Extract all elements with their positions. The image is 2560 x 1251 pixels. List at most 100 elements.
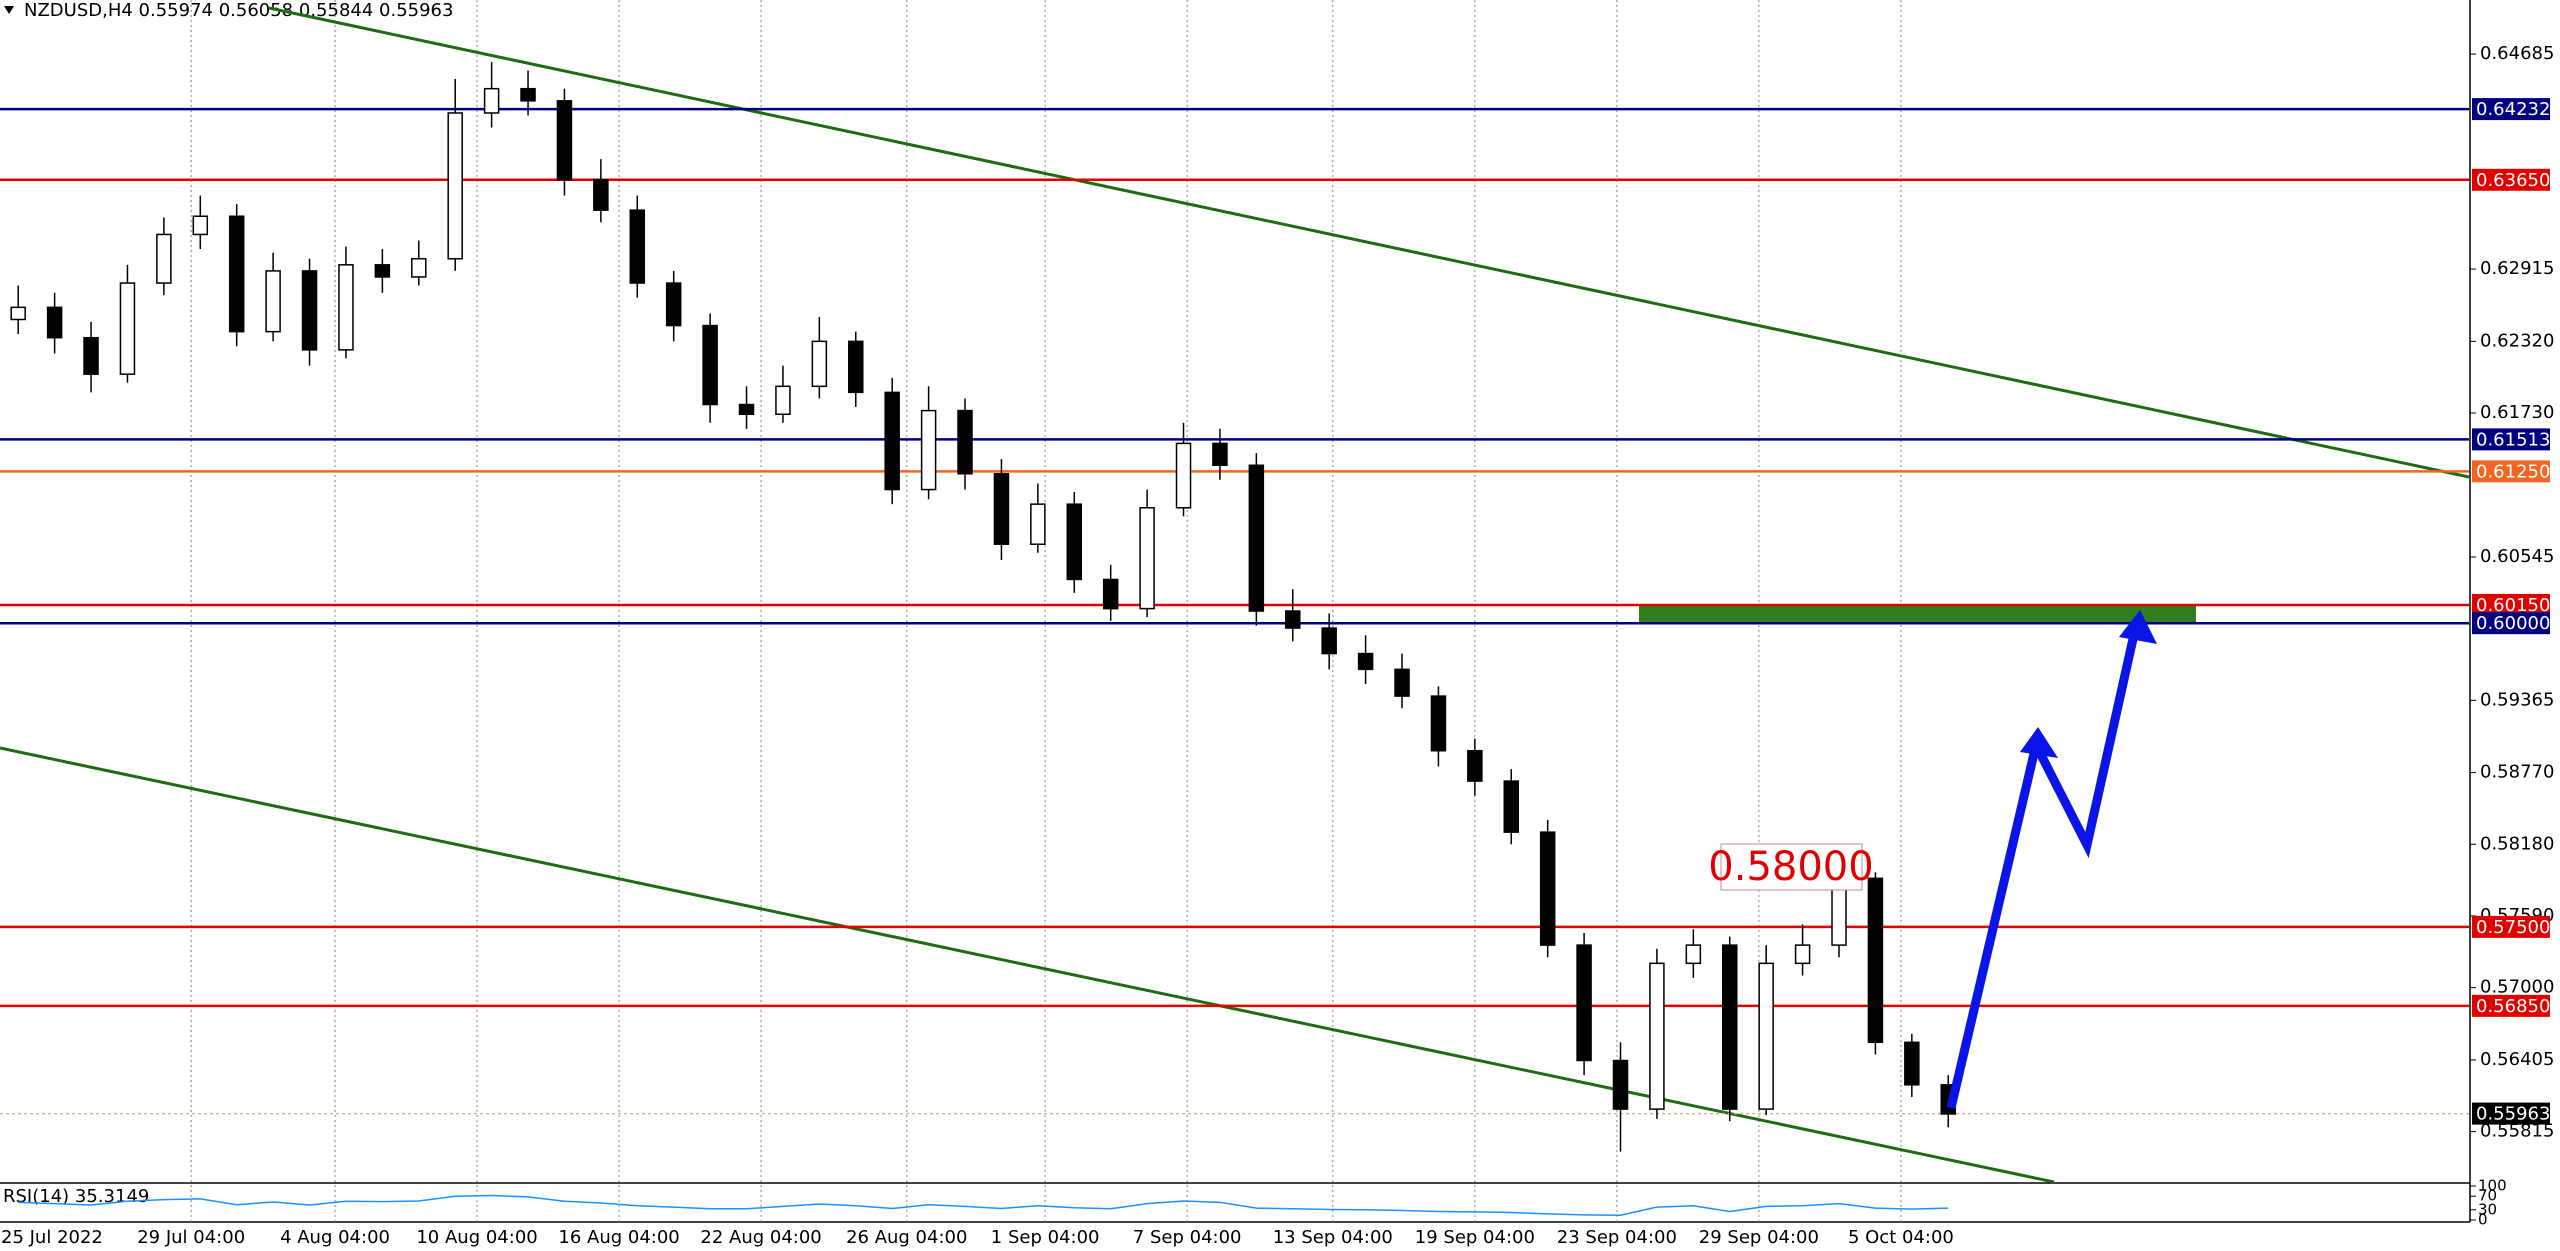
annotation: 0.58000 [1708, 844, 1873, 890]
y-tick-label: 0.58770 [2480, 762, 2554, 783]
rsi-tick-label: 30 [2478, 1200, 2497, 1218]
candle-body [374, 264, 391, 278]
candle-body [1503, 780, 1520, 833]
level-label: 0.60000 [2476, 613, 2550, 634]
level-label: 0.57500 [2476, 917, 2550, 938]
rsi-line [18, 1194, 1949, 1216]
level-label-box [2472, 994, 2550, 1017]
y-tick-label: 0.62915 [2480, 258, 2554, 279]
arrow-head [2119, 610, 2157, 644]
x-tick-label: 16 Aug 04:00 [558, 1227, 679, 1248]
candle-body [1357, 652, 1374, 671]
level-label: 0.56850 [2476, 996, 2550, 1017]
channel-upper [268, 6, 2470, 479]
candle-body [1102, 578, 1119, 610]
candle-body [156, 233, 172, 284]
candle-body [957, 409, 973, 475]
rsi-tick-label: 0 [2478, 1211, 2488, 1229]
y-tick-label: 0.58180 [2480, 833, 2554, 854]
candle-body [702, 324, 718, 406]
candle-body [629, 209, 646, 284]
candle-body [884, 391, 900, 491]
candle-body [1612, 1059, 1629, 1110]
candle-body [1539, 831, 1556, 946]
level-label: 0.60150 [2476, 595, 2550, 616]
candle-body [10, 306, 26, 321]
y-tick-label: 0.56405 [2480, 1049, 2554, 1070]
candle-body [1139, 507, 1155, 610]
level-label-box [2472, 612, 2550, 635]
y-tick-label: 0.61730 [2480, 402, 2554, 423]
candle-body [192, 215, 209, 236]
rsi-tick-label: 70 [2478, 1187, 2497, 1205]
x-tick-label: 26 Aug 04:00 [846, 1227, 967, 1248]
candle-body [1175, 442, 1192, 509]
candle-body [1904, 1041, 1920, 1086]
candle-body [119, 282, 136, 375]
candle-body [593, 179, 609, 211]
y-tick-label: 0.55815 [2480, 1121, 2554, 1142]
candle-body [1394, 668, 1410, 697]
candle-body [1248, 464, 1265, 612]
candle-body [46, 306, 63, 339]
level-label: 0.63650 [2476, 170, 2550, 191]
x-tick-label: 1 Sep 04:00 [991, 1227, 1100, 1248]
candle-body [665, 282, 682, 327]
projection-arrow [1946, 629, 2140, 1110]
candle-body [301, 270, 318, 351]
level-label-box [2472, 460, 2550, 483]
y-tick-label: 0.64685 [2480, 43, 2554, 64]
candle-body [1758, 962, 1774, 1110]
level-label-box [2472, 593, 2550, 616]
arrow-head [2020, 727, 2058, 758]
y-tick-label: 0.62320 [2480, 330, 2554, 351]
candle-body [1030, 503, 1046, 545]
x-tick-label: 7 Sep 04:00 [1133, 1227, 1242, 1248]
candle-body [775, 385, 791, 415]
x-tick-label: 29 Sep 04:00 [1699, 1227, 1819, 1248]
candle-body [483, 87, 500, 114]
candle-body [811, 340, 828, 388]
candle-body [411, 258, 427, 278]
level-label: 0.61250 [2476, 461, 2550, 482]
x-tick-label: 23 Sep 04:00 [1557, 1227, 1677, 1248]
candle-body [1649, 962, 1665, 1110]
candle-body [1066, 503, 1083, 581]
rsi-label: RSI(14) 35.3149 [3, 1186, 149, 1207]
candle-body [447, 112, 463, 260]
candle-body [848, 340, 864, 394]
level-label-box [2472, 428, 2550, 451]
symbol-header: NZDUSD,H4 0.55974 0.56058 0.55844 0.5596… [24, 0, 453, 21]
candle-body [1576, 944, 1592, 1062]
x-tick-label: 4 Aug 04:00 [280, 1227, 390, 1248]
x-tick-label: 25 Jul 2022 [1, 1227, 103, 1248]
candle-body [338, 264, 354, 351]
x-tick-label: 19 Sep 04:00 [1415, 1227, 1535, 1248]
target-zone [1639, 606, 2196, 623]
x-tick-label: 29 Jul 04:00 [137, 1227, 245, 1248]
level-label-box [2472, 98, 2550, 121]
y-tick-label: 0.59365 [2480, 689, 2554, 710]
menu-arrow[interactable] [4, 6, 14, 14]
level-label: 0.55963 [2476, 1104, 2550, 1125]
candle-body [1867, 877, 1884, 1044]
candle-body [265, 270, 281, 333]
candle-body [83, 336, 99, 375]
candle-body [1321, 627, 1337, 655]
candle-body [738, 403, 755, 415]
candle-body [1285, 610, 1301, 629]
candle-body [228, 215, 245, 333]
candle-body [1467, 749, 1483, 782]
candle-body [520, 87, 536, 102]
x-tick-label: 10 Aug 04:00 [416, 1227, 537, 1248]
candle-body [920, 409, 937, 491]
rsi-tick-label: 100 [2478, 1177, 2507, 1195]
candle-body [1430, 695, 1447, 752]
channel-lower [0, 746, 2055, 1184]
candle-body [1212, 442, 1228, 467]
candle-body [1685, 944, 1702, 965]
candle-body [1722, 944, 1738, 1110]
